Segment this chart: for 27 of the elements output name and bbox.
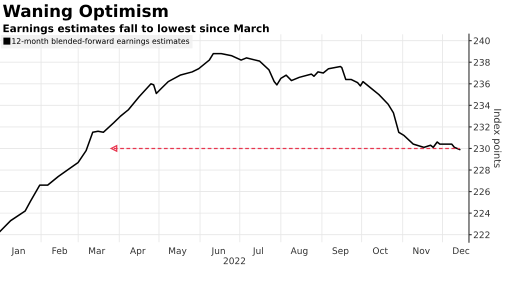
x-tick-label: Jan: [11, 247, 25, 256]
x-tick-label: Jul: [252, 247, 263, 256]
x-tick-label: May: [169, 247, 187, 256]
x-axis-title: 2022: [224, 257, 246, 264]
y-tick-label: 226: [474, 188, 490, 196]
x-tick-label: Dec: [453, 247, 470, 254]
x-tick-label: Aug: [290, 247, 308, 256]
y-tick-label: 236: [474, 80, 490, 88]
x-tick-label: Mar: [89, 247, 106, 254]
y-tick-label: 222: [474, 231, 490, 238]
y-tick-label: 228: [474, 166, 490, 174]
x-tick-label: Sep: [332, 247, 348, 256]
x-tick-label: Apr: [130, 247, 146, 256]
x-tick-label: Jun: [211, 247, 225, 256]
x-tick-label: Nov: [413, 247, 430, 254]
y-tick-label: 232: [474, 124, 490, 130]
chart-subtitle: Earnings estimates fall to lowest since March: [3, 24, 269, 34]
x-tick-label: Feb: [52, 247, 68, 254]
y-tick-label: 230: [474, 145, 490, 152]
x-tick-label: Oct: [372, 247, 388, 254]
y-tick-label: 224: [474, 210, 490, 217]
y-tick-label: 240: [474, 37, 490, 44]
y-tick-label: 238: [474, 58, 490, 66]
line-series: [0, 52, 460, 232]
y-tick-label: 234: [474, 102, 490, 109]
y-axis-title: Index points: [492, 109, 502, 168]
chart-title: Waning Optimism: [3, 4, 168, 21]
